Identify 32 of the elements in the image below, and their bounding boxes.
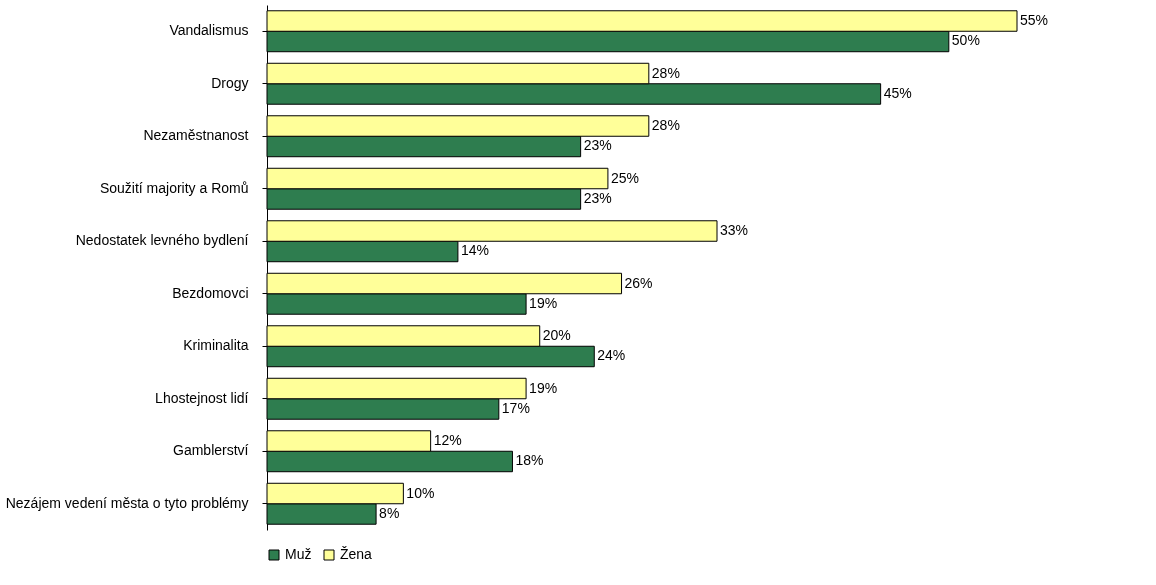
- data-label: 25%: [610, 169, 639, 186]
- data-label: 28%: [651, 64, 680, 81]
- data-label: 33%: [720, 222, 749, 239]
- legend-label: Žena: [340, 546, 373, 562]
- data-label: 24%: [597, 347, 626, 364]
- data-label: 19%: [529, 294, 558, 311]
- data-label: 26%: [624, 274, 653, 291]
- data-label: 28%: [651, 117, 680, 134]
- data-label: 14%: [460, 242, 489, 259]
- y-tick-label: Vandalismus: [169, 22, 249, 39]
- y-tick-label: Nezaměstnanost: [143, 127, 249, 144]
- y-tick-label: Gamblerství: [173, 442, 249, 459]
- data-label: 18%: [515, 452, 544, 469]
- y-tick-label: Kriminalita: [183, 337, 249, 354]
- y-tick-label: Soužití majority a Romů: [99, 179, 249, 196]
- data-label: 45%: [883, 84, 912, 101]
- data-label: 50%: [951, 32, 980, 49]
- data-label: 12%: [433, 432, 462, 449]
- data-label: 17%: [501, 399, 530, 416]
- data-label: 20%: [542, 327, 571, 344]
- data-label: 10%: [406, 484, 435, 501]
- y-tick-label: Nezájem vedení města o tyto problémy: [5, 494, 249, 511]
- y-tick-label: Bezdomovci: [172, 284, 249, 301]
- y-tick-label: Drogy: [211, 74, 249, 91]
- data-label: 8%: [379, 504, 400, 521]
- data-label: 55%: [1020, 12, 1049, 29]
- y-tick-label: Nedostatek levného bydlení: [75, 232, 249, 249]
- data-label: 23%: [583, 137, 612, 154]
- y-tick-label: Lhostejnost lidí: [155, 389, 249, 406]
- legend-label: Muž: [285, 546, 312, 562]
- data-label: 19%: [529, 379, 558, 396]
- data-label: 23%: [583, 189, 612, 206]
